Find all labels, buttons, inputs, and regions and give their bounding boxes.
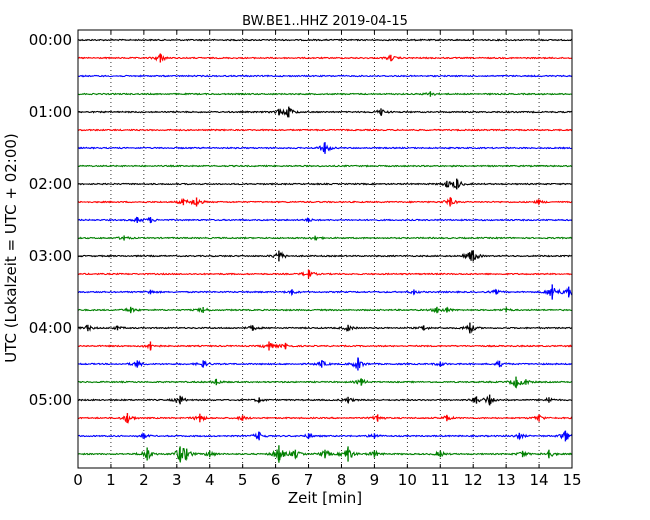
trace-row (77, 445, 573, 463)
x-tick-label: 10 (398, 471, 417, 489)
y-axis-label: UTC (Lokalzeit = UTC + 02:00) (2, 133, 20, 363)
trace-line (77, 164, 572, 168)
trace-row (77, 394, 573, 406)
x-tick-label: 1 (106, 471, 116, 489)
x-tick-label: 9 (370, 471, 380, 489)
x-tick-label: 4 (205, 471, 215, 489)
trace-line (77, 235, 573, 241)
trace-line (77, 216, 573, 224)
x-tick-label: 13 (497, 471, 516, 489)
trace-line (77, 270, 573, 277)
x-tick-label: 5 (238, 471, 248, 489)
trace-row (78, 53, 573, 63)
trace-line (77, 92, 572, 96)
x-tick-label: 6 (271, 471, 281, 489)
x-tick-label: 8 (337, 471, 347, 489)
trace-row (77, 164, 572, 168)
y-tick-label: 02:00 (29, 175, 72, 193)
y-tick-label: 04:00 (29, 319, 72, 337)
trace-row (77, 430, 573, 442)
x-tick-label: 7 (304, 471, 314, 489)
trace-line (77, 342, 573, 351)
x-tick-label: 0 (73, 471, 83, 489)
x-axis-ticks: 0 1 2 3 4 5 6 7 8 9 10 11 12 13 14 15 (73, 30, 582, 489)
trace-row (77, 106, 573, 118)
trace-row (78, 74, 573, 78)
trace-row (77, 142, 573, 154)
trace-line (77, 378, 573, 389)
y-axis-ticks: 00:00 01:00 02:00 03:00 04:00 05:00 (29, 31, 82, 409)
trace-row (77, 357, 573, 371)
x-tick-label: 3 (172, 471, 182, 489)
trace-line (77, 179, 573, 190)
trace-line (77, 287, 573, 299)
x-tick-label: 2 (139, 471, 149, 489)
chart-title: BW.BE1..HHZ 2019-04-15 (242, 14, 408, 29)
trace-series (77, 38, 573, 463)
trace-row (77, 322, 573, 334)
trace-row (77, 91, 572, 97)
x-tick-label: 15 (562, 471, 581, 489)
trace-row (77, 196, 573, 207)
trace-line (77, 196, 573, 206)
trace-row (77, 376, 573, 389)
y-tick-label: 00:00 (29, 31, 72, 49)
trace-row (77, 250, 573, 262)
trace-line (77, 38, 572, 42)
trace-line (78, 306, 572, 313)
trace-line (77, 250, 573, 261)
x-tick-label: 12 (464, 471, 483, 489)
y-tick-label: 01:00 (29, 103, 72, 121)
trace-row (77, 178, 573, 190)
trace-row (77, 235, 573, 241)
x-axis-label: Zeit [min] (288, 489, 362, 507)
trace-line (77, 357, 573, 369)
trace-line (77, 431, 573, 441)
trace-row (77, 216, 573, 224)
trace-row (77, 128, 573, 132)
trace-line (77, 107, 573, 118)
x-tick-label: 14 (530, 471, 549, 489)
trace-row (77, 284, 573, 300)
trace-row (77, 269, 573, 279)
trace-line (78, 74, 573, 78)
trace-line (78, 415, 573, 425)
y-tick-label: 05:00 (29, 391, 72, 409)
plot-frame (77, 29, 573, 469)
trace-row (78, 413, 573, 425)
y-tick-label: 03:00 (29, 247, 72, 265)
trace-line (77, 128, 573, 132)
trace-row (77, 38, 572, 42)
trace-line (77, 324, 573, 334)
x-tick-label: 11 (431, 471, 450, 489)
trace-row (77, 341, 573, 351)
trace-row (78, 306, 572, 314)
